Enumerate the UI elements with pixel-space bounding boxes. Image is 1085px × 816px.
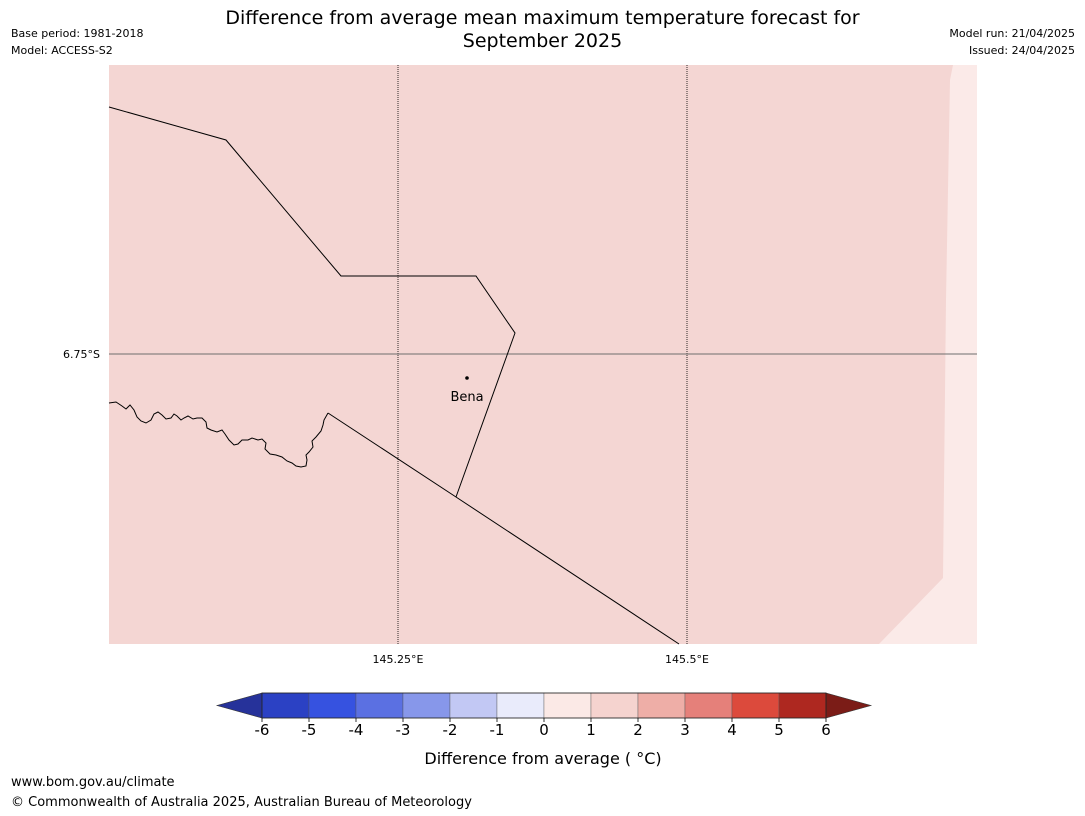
colorbar-extend-high <box>825 692 873 719</box>
colorbar-tick-label: 5 <box>774 721 784 739</box>
lon-label-1: 145.25°E <box>373 653 424 666</box>
province-boundary-north <box>108 106 516 498</box>
colorbar-swatch <box>355 692 404 719</box>
colorbar-swatch <box>496 692 545 719</box>
colorbar-swatch <box>731 692 780 719</box>
colorbar-tick-label: -5 <box>302 721 317 739</box>
colorbar-tick-label: 1 <box>586 721 596 739</box>
colorbar-tick-label: 3 <box>680 721 690 739</box>
footer-copyright: © Commonwealth of Australia 2025, Austra… <box>11 795 472 810</box>
place-label-bena: Bena <box>450 390 483 405</box>
model-run-text: Model run: 21/04/2025 <box>949 27 1075 40</box>
colorbar-swatch <box>308 692 357 719</box>
title-line-1: Difference from average mean maximum tem… <box>225 7 860 29</box>
colorbar-swatch <box>637 692 686 719</box>
colorbar-label: Difference from average ( °C) <box>424 749 661 768</box>
base-period-text: Base period: 1981-2018 <box>11 27 144 40</box>
map-title: Difference from average mean maximum tem… <box>0 7 1085 53</box>
colorbar-tick-label: -3 <box>396 721 411 739</box>
colorbar-tick-label: 2 <box>633 721 643 739</box>
colorbar-swatch <box>778 692 827 719</box>
province-boundary-south <box>327 412 680 645</box>
colorbar-tick-label: 6 <box>821 721 831 739</box>
colorbar-swatch <box>543 692 592 719</box>
lat-label: 6.75°S <box>63 348 100 361</box>
colorbar: -6 -5 -4 -3 -2 -1 0 1 2 3 4 5 6 <box>215 692 873 739</box>
colorbar-swatch <box>261 692 310 719</box>
colorbar-extend-low <box>215 692 263 719</box>
colorbar-swatch <box>402 692 451 719</box>
model-text: Model: ACCESS-S2 <box>11 44 113 57</box>
colorbar-tick-label: 4 <box>727 721 737 739</box>
footer-url: www.bom.gov.au/climate <box>11 775 175 790</box>
colorbar-tick-label: -2 <box>443 721 458 739</box>
colorbar-swatch <box>684 692 733 719</box>
place-marker-dot <box>465 376 469 380</box>
colorbar-swatch <box>590 692 639 719</box>
colorbar-tick-label: -1 <box>490 721 505 739</box>
title-line-2: September 2025 <box>462 30 623 52</box>
colorbar-tick-label: 0 <box>539 721 549 739</box>
issued-text: Issued: 24/04/2025 <box>968 44 1075 57</box>
colorbar-tick-label: -4 <box>349 721 364 739</box>
lon-label-2: 145.5°E <box>665 653 709 666</box>
colorbar-swatch <box>449 692 498 719</box>
river-coastline <box>108 401 329 468</box>
colorbar-tick-label: -6 <box>255 721 270 739</box>
